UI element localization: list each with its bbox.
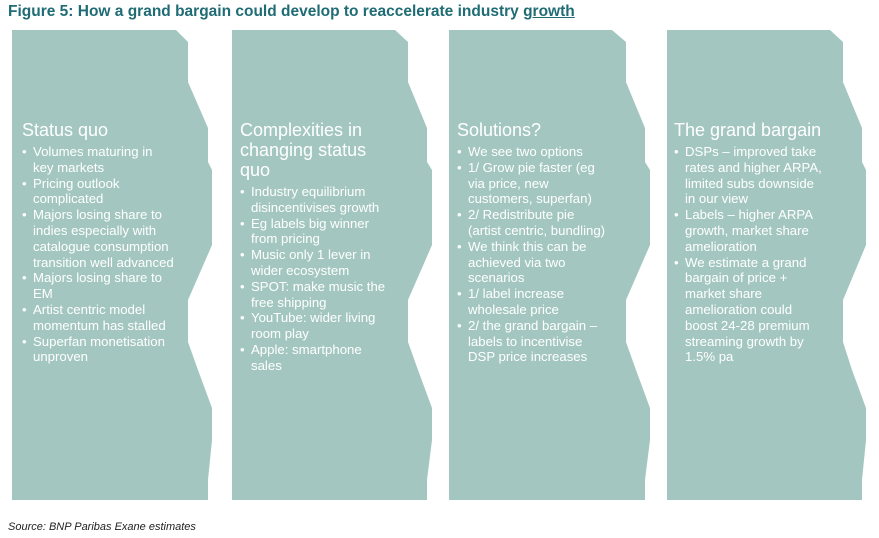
bullet-line: DSP price increases	[468, 349, 588, 365]
source-note: Source: BNP Paribas Exane estimates	[8, 521, 196, 533]
bullet-line: SPOT: make music the	[251, 278, 386, 294]
figure-title: Figure 5: How a grand bargain could deve…	[8, 3, 575, 21]
bullet-line: bargain of price +	[685, 270, 788, 286]
bullet-line: Artist centric model	[33, 301, 146, 317]
panel-heading-line: Status quo	[22, 120, 109, 140]
bullet-line: 2/ Redistribute pie	[468, 207, 575, 223]
list-item: 2/ the grand bargain –labels to incentiv…	[457, 318, 605, 365]
bullet-line: YouTube: wider living	[251, 310, 376, 326]
bullet-line: catalogue consumption	[33, 238, 169, 254]
bullet-line: customers, superfan)	[468, 191, 592, 207]
bullet-line: growth, market share	[685, 222, 809, 238]
bullet-line: DSPs – improved take	[685, 144, 817, 159]
bullet-line: unproven	[33, 349, 88, 365]
bullet-line: wholesale price	[468, 301, 559, 317]
bullet-line: amelioration could	[685, 301, 793, 317]
panel-heading-line: quo	[240, 160, 271, 180]
bullet-line: indies especially with	[33, 222, 157, 238]
figure-title-main: Figure 5: How a grand bargain could deve…	[8, 3, 524, 20]
bullet-line: transition well advanced	[33, 254, 174, 270]
bullet-line: in our view	[685, 191, 749, 207]
bullet-line: rates and higher ARPA,	[685, 159, 822, 175]
bullet-line: Eg labels big winner	[251, 215, 370, 231]
list-item: 2/ Redistribute pie(artist centric, bund…	[457, 207, 605, 239]
bullet-line: via price, new	[468, 175, 549, 191]
bullet-line: We estimate a grand	[685, 254, 807, 270]
bullet-list: We see two options 1/ Grow pie faster (e…	[457, 144, 605, 365]
bullet-line: We see two options	[468, 144, 583, 159]
bullet-line: limited subs downside	[685, 175, 815, 191]
bullet-line: market share	[685, 286, 762, 302]
bullet-line: Labels – higher ARPA	[685, 207, 814, 223]
figure-title-underlined: growth	[523, 3, 575, 20]
bullet-line: sales	[251, 357, 282, 373]
panel-heading: The grand bargain	[674, 120, 822, 140]
bullet-line: amelioration	[685, 238, 757, 254]
bullet-line: 1/ Grow pie faster (eg	[468, 159, 595, 175]
panel-solutions: Solutions? We see two options 1/ Grow pi…	[457, 120, 605, 365]
panel-heading: Solutions?	[457, 120, 605, 140]
bullet-line: Apple: smartphone	[251, 341, 362, 357]
bullet-line: disincentivises growth	[251, 199, 380, 215]
bullet-line: EM	[33, 286, 53, 302]
bullet-line: (artist centric, bundling)	[468, 222, 606, 238]
bullet-line: Pricing outlook	[33, 175, 120, 191]
bullet-line: boost 24-28 premium	[685, 317, 810, 333]
panel-heading: Complexities in changing status quo	[240, 120, 385, 180]
bullet-line: Volumes maturing in	[33, 144, 153, 159]
bullet-line: key markets	[33, 159, 105, 175]
bullet-line: complicated	[33, 191, 104, 207]
bullet-line: Majors losing share to	[33, 207, 163, 223]
bullet-line: free shipping	[251, 294, 327, 310]
bullet-line: from pricing	[251, 231, 320, 247]
bullet-line: Industry equilibrium	[251, 184, 366, 199]
bullet-line: 1.5% pa	[685, 349, 734, 365]
bullet-line: Majors losing share to	[33, 270, 163, 286]
bullet-line: scenarios	[468, 270, 525, 286]
panel-heading: Status quo	[22, 120, 174, 140]
panel-grand-bargain: The grand bargain DSPs – improved takera…	[674, 120, 822, 365]
panel-complexities: Complexities in changing status quo Indu…	[240, 120, 385, 374]
bullet-line: wider ecosystem	[251, 262, 350, 278]
bullet-line: Music only 1 lever in	[251, 247, 371, 263]
panel-heading-line: changing status	[240, 140, 367, 160]
list-item: We see two options	[457, 144, 605, 160]
panel-heading-line: Complexities in	[240, 120, 363, 140]
bullet-line: Superfan monetisation	[33, 333, 165, 349]
panel-heading-line: Solutions?	[457, 120, 542, 140]
bullet-line: room play	[251, 326, 309, 342]
bullet-line: streaming growth by	[685, 333, 804, 349]
bullet-line: momentum has stalled	[33, 317, 166, 333]
bullet-line: 1/ label increase	[468, 286, 565, 302]
bullet-line: labels to incentivise	[468, 333, 583, 349]
bullet-line: 2/ the grand bargain –	[468, 317, 598, 333]
bullet-line: achieved via two	[468, 254, 566, 270]
panel-heading-line: The grand bargain	[674, 120, 822, 140]
bullet-line: We think this can be	[468, 238, 587, 254]
